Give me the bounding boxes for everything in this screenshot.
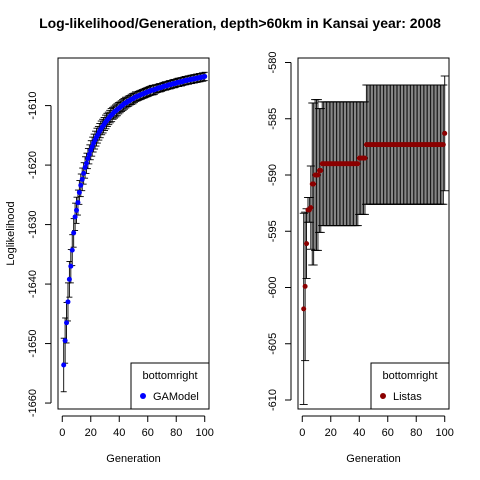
data-point <box>62 338 68 344</box>
data-point <box>69 247 75 253</box>
data-point <box>76 189 82 195</box>
y-tick-label: -605 <box>267 333 279 355</box>
y-tick-label: -1630 <box>27 211 39 239</box>
data-point <box>301 306 307 312</box>
data-point <box>83 160 89 166</box>
data-points <box>301 130 448 312</box>
data-point <box>79 176 85 182</box>
x-tick-label: 100 <box>196 427 214 439</box>
data-point <box>61 362 67 368</box>
data-point <box>440 142 446 148</box>
figure-title: Log-likelihood/Generation, depth>60km in… <box>39 15 441 31</box>
data-point <box>64 320 70 326</box>
data-point <box>72 214 78 220</box>
data-point <box>318 168 324 173</box>
data-point <box>85 156 91 162</box>
plot-frame <box>57 57 210 410</box>
legend-box <box>130 362 210 410</box>
data-point <box>302 283 308 289</box>
y-tick-label: -1610 <box>27 92 39 120</box>
x-tick-label: 80 <box>410 427 422 439</box>
legend-title: bottomright <box>142 370 197 382</box>
y-tick-label: -1650 <box>27 329 39 357</box>
y-axis-label: Loglikelihood <box>5 201 17 265</box>
data-point <box>82 164 88 170</box>
data-point <box>68 263 74 269</box>
legend-marker <box>380 393 386 399</box>
data-point <box>355 161 361 167</box>
y-tick-label: -610 <box>267 389 279 411</box>
data-point <box>315 172 321 178</box>
legend-label: Listas <box>393 391 422 403</box>
legend-box <box>370 362 450 410</box>
data-point <box>304 241 310 247</box>
x-axis-label: Generation <box>346 453 400 465</box>
error-bars <box>60 71 208 393</box>
data-point <box>81 170 87 176</box>
data-point <box>74 207 80 213</box>
data-point <box>202 73 208 79</box>
y-tick-label: -595 <box>267 220 279 242</box>
left-panel: 0 20 40 60 80 100 Generation -1660 -1650 -1640 -16… <box>5 57 214 465</box>
right-panel: 0 20 40 60 80 100 Generation -610 -605 -600 -595 -5… <box>267 51 454 465</box>
data-points <box>61 73 208 368</box>
data-point <box>308 205 314 211</box>
legend-title: bottomright <box>382 370 437 382</box>
y-tick-label: -1660 <box>27 389 39 417</box>
data-point <box>78 182 84 188</box>
y-tick-label: -590 <box>267 164 279 186</box>
x-tick-label: 40 <box>113 427 125 439</box>
data-point <box>75 200 81 206</box>
x-tick-label: 80 <box>170 427 182 439</box>
data-point <box>86 151 92 157</box>
x-tick-label: 20 <box>85 427 97 439</box>
legend-marker <box>140 393 146 399</box>
data-point <box>442 130 448 136</box>
x-tick-label: 40 <box>353 427 365 439</box>
data-point <box>71 230 77 236</box>
data-point <box>311 181 317 187</box>
x-tick-label: 0 <box>59 427 65 439</box>
x-tick-label: 60 <box>382 427 394 439</box>
x-tick-label: 60 <box>142 427 154 439</box>
x-axis-label: Generation <box>106 453 160 465</box>
data-point <box>362 155 368 161</box>
x-tick-label: 100 <box>436 427 454 439</box>
x-tick-label: 0 <box>299 427 305 439</box>
data-point <box>65 299 71 305</box>
y-tick-label: -580 <box>267 51 279 73</box>
legend-label: GAModel <box>153 391 199 403</box>
y-tick-label: -1640 <box>27 270 39 298</box>
error-bars <box>299 75 449 405</box>
x-tick-label: 20 <box>325 427 337 439</box>
y-tick-label: -585 <box>267 108 279 130</box>
y-tick-label: -1620 <box>27 151 39 179</box>
y-tick-label: -600 <box>267 276 279 298</box>
data-point <box>66 276 72 282</box>
